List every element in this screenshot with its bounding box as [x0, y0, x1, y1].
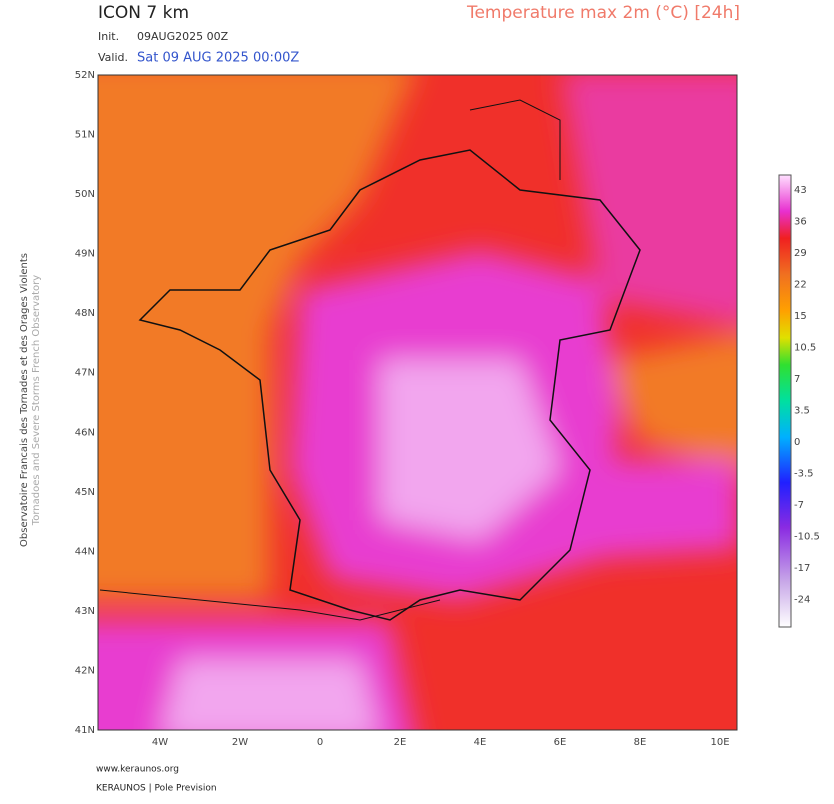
colorbar-label: 36	[794, 217, 807, 228]
lon-label: 2E	[394, 737, 407, 748]
lat-label: 47N	[75, 368, 95, 379]
lon-label: 10E	[710, 737, 729, 748]
init-label: Init.	[98, 30, 119, 43]
lon-label: 0	[317, 737, 323, 748]
lat-label: 45N	[75, 487, 95, 498]
lon-label: 4E	[474, 737, 487, 748]
map-title: Temperature max 2m (°C) [24h]	[466, 3, 740, 23]
colorbar-label: 15	[794, 311, 807, 322]
init-time: 09AUG2025 00Z	[137, 30, 229, 43]
lat-label: 46N	[75, 427, 95, 438]
colorbar-label: -7	[794, 500, 804, 511]
colorbar-label: -10.5	[794, 532, 820, 543]
map-frame	[97, 74, 738, 731]
model-name: ICON 7 km	[98, 3, 189, 23]
colorbar-label: -3.5	[794, 469, 814, 480]
side-text: Tornadoes and Severe Storms French Obser…	[31, 275, 42, 526]
lat-label: 41N	[75, 725, 95, 736]
colorbar-label: 22	[794, 280, 807, 291]
valid-time: Sat 09 AUG 2025 00:00Z	[137, 51, 299, 66]
colorbar-label: 43	[794, 185, 807, 196]
valid-label: Valid.	[98, 51, 128, 64]
colorbar-label: 3.5	[794, 406, 810, 417]
temperature-field	[98, 75, 737, 730]
lat-label: 49N	[75, 249, 95, 260]
colorbar-label: -24	[794, 595, 810, 606]
colorbar-label: 0	[794, 437, 800, 448]
lat-label: 48N	[75, 308, 95, 319]
lon-label: 8E	[634, 737, 647, 748]
lon-label: 2W	[232, 737, 248, 748]
colorbar-label: 10.5	[794, 343, 816, 354]
colorbar	[778, 174, 792, 628]
lat-label: 51N	[75, 130, 95, 141]
footer-org: KERAUNOS | Pole Prevision	[96, 784, 217, 794]
colorbar-label: 29	[794, 248, 807, 259]
side-text: Observatoire Francais des Tornades et de…	[19, 253, 30, 547]
colorbar-label: 7	[794, 374, 800, 385]
lat-label: 43N	[75, 606, 95, 617]
lat-label: 44N	[75, 546, 95, 557]
lat-label: 50N	[75, 189, 95, 200]
footer-site: www.keraunos.org	[96, 765, 179, 775]
lon-label: 6E	[554, 737, 567, 748]
lat-label: 52N	[75, 70, 95, 81]
colorbar-label: -17	[794, 563, 810, 574]
lon-label: 4W	[152, 737, 168, 748]
lat-label: 42N	[75, 665, 95, 676]
